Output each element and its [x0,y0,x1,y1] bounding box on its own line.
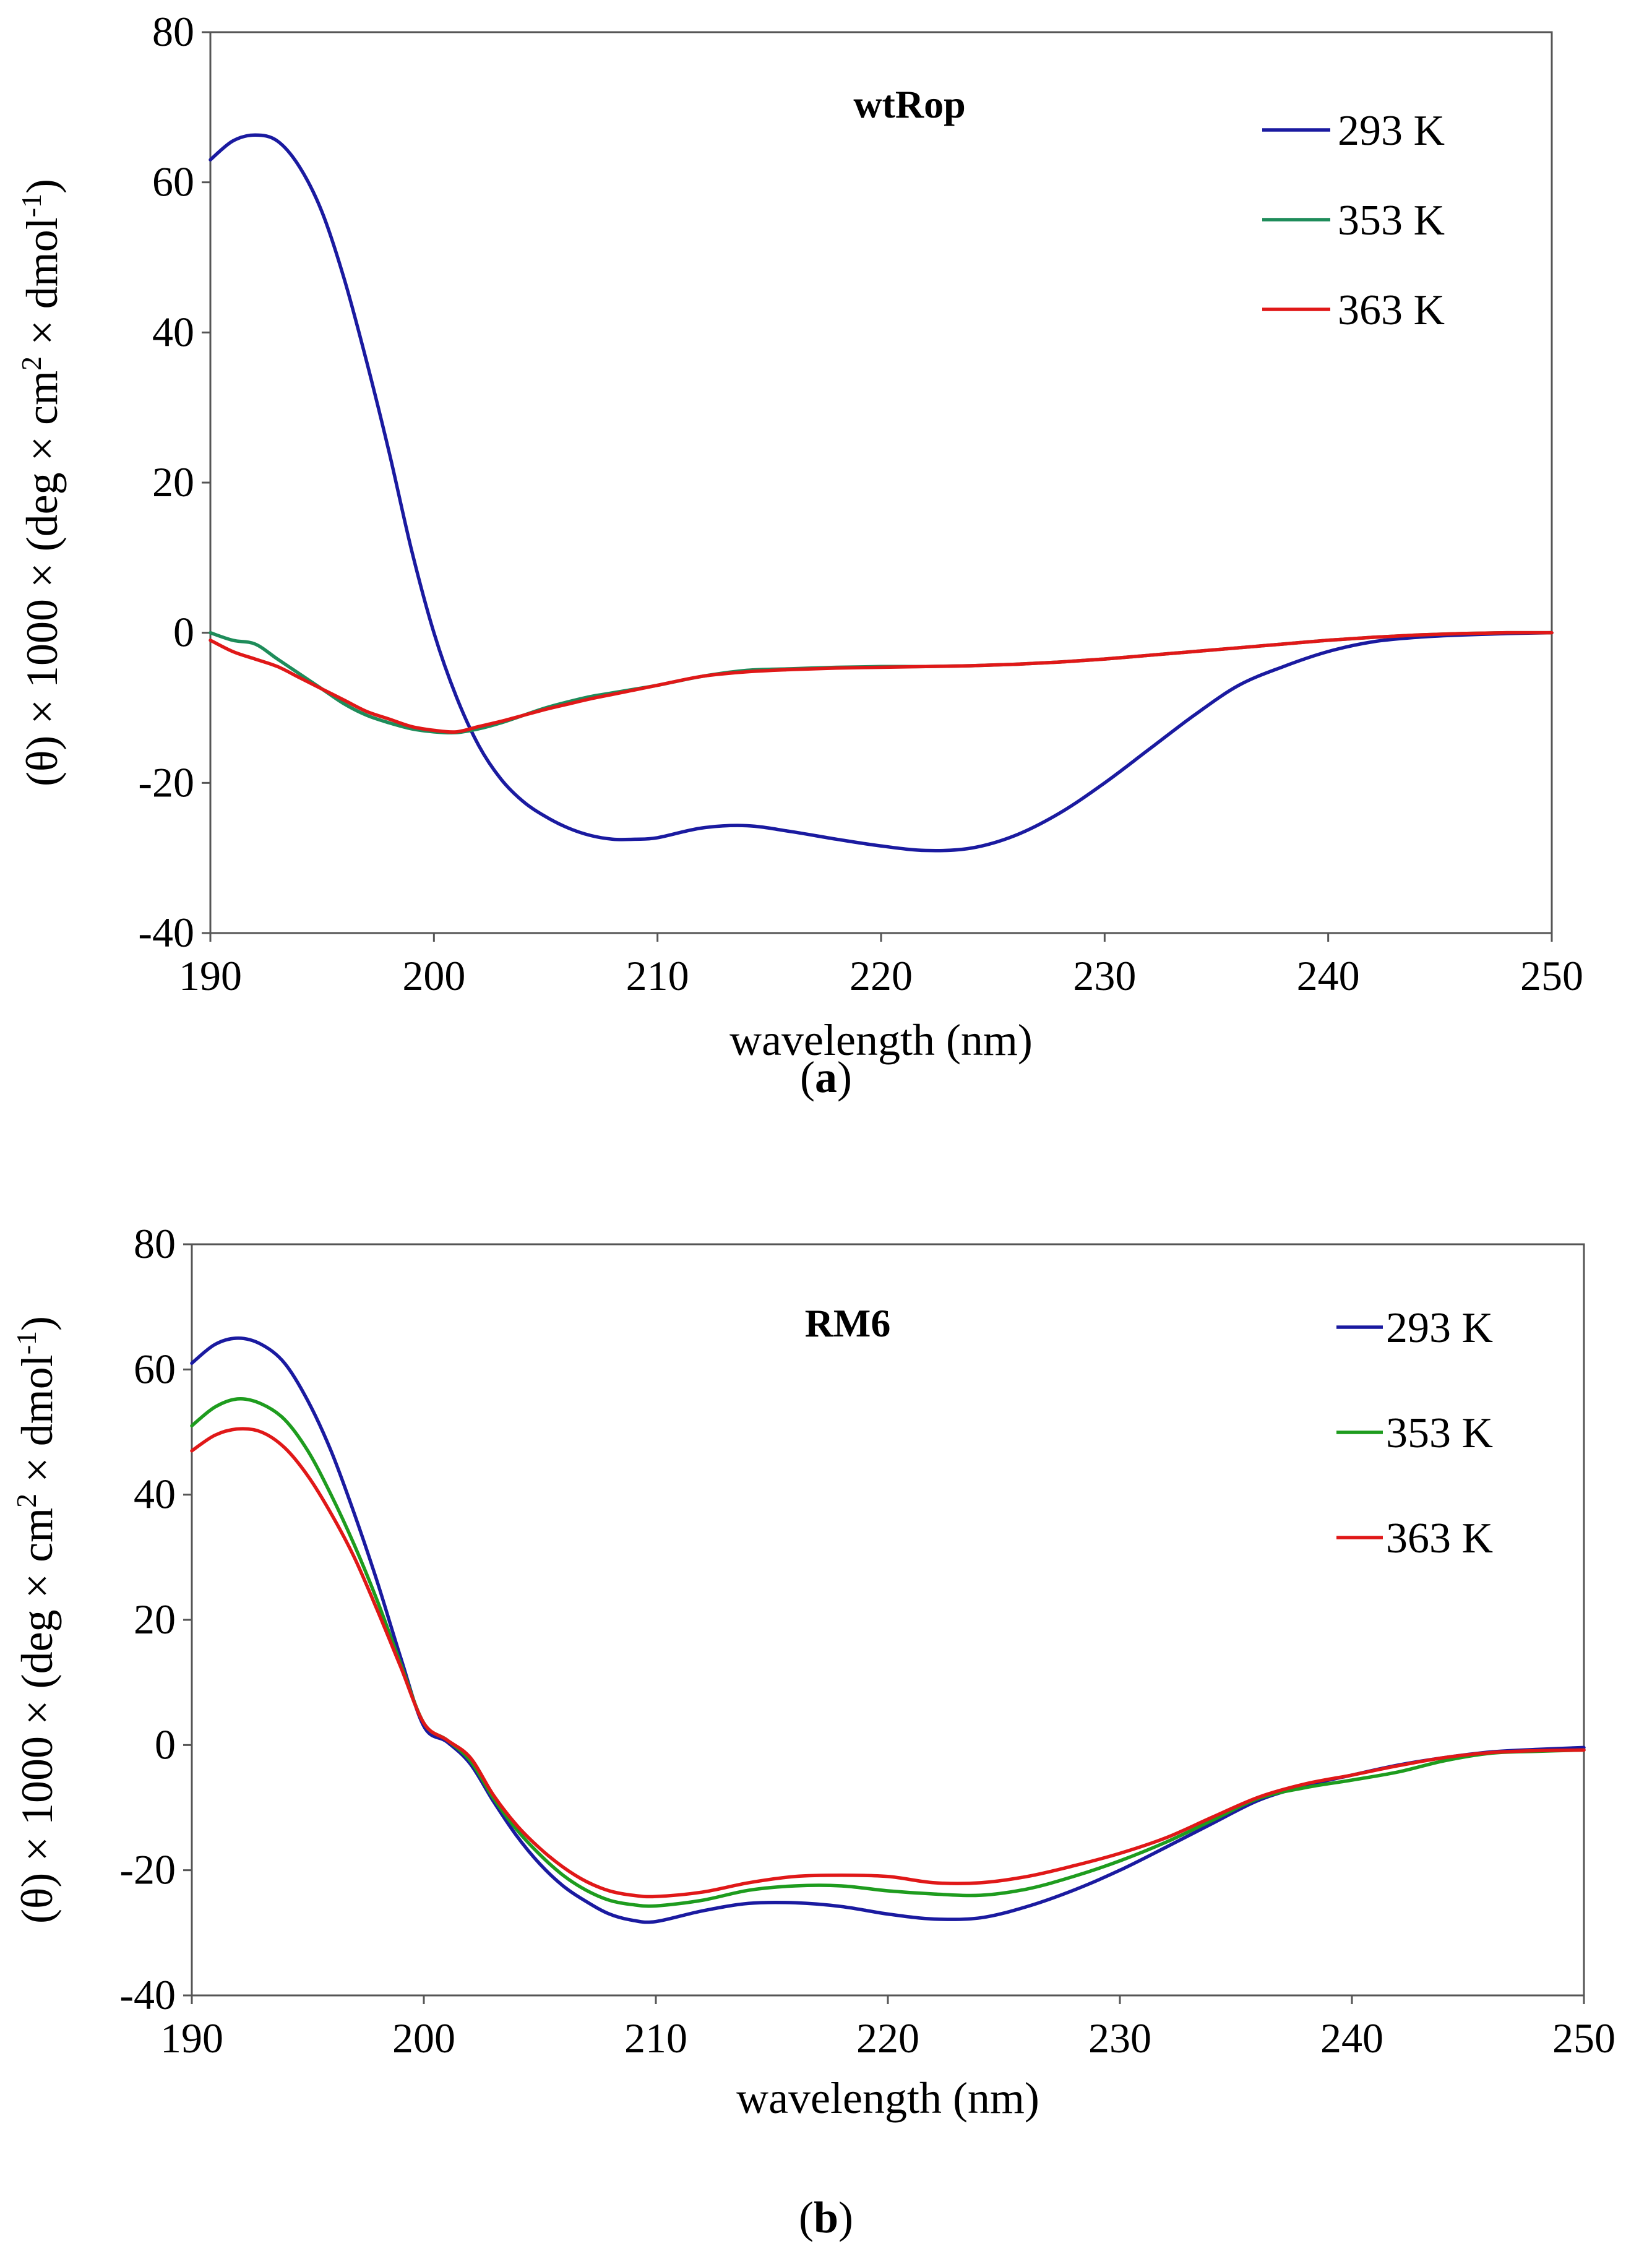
chart-panel-b: -40 -20 0 20 40 60 80 190 200 210 220 230 240 250 293 … [0,1123,1652,2246]
series-line-363-k [209,630,1554,734]
x-tick-label: 250 [1552,2015,1615,2062]
x-axis-title: wavelength (nm) [736,2073,1039,2123]
y-tick-label: -40 [119,1971,176,2018]
legend-label: 353 K [1338,197,1445,244]
chart-title: wtRop [853,82,965,126]
y-axis-title: (θ) × 1000 × (deg × cm2 × dmol-1) [15,179,67,786]
x-tick-label: 210 [624,2015,687,2062]
caption-a: (a) [800,1052,852,1102]
x-tick-label: 190 [160,2015,223,2062]
series-line-293-k [190,1336,1586,1924]
caption-b: (b) [798,2193,853,2242]
y-tick-label: -20 [119,1846,176,1893]
x-tick-label: 230 [1073,952,1136,999]
y-tick-label: 20 [134,1596,176,1643]
x-tick-label: 200 [402,952,465,999]
series-line-353-k [190,1397,1586,1908]
legend-label: 353 K [1386,1409,1493,1457]
plot-area [209,31,1553,934]
caption-a-label: a [815,1052,837,1102]
y-tick-label: 60 [134,1345,176,1392]
y-tick-label: -20 [138,759,194,806]
x-tick-label: 190 [179,952,242,999]
x-tick-label: 250 [1520,952,1583,999]
series-line-293-k [209,133,1554,853]
y-tick-label: 0 [173,609,194,656]
x-tick-label: 220 [856,2015,919,2062]
legend-label: 293 K [1386,1304,1493,1352]
x-tick-label: 210 [626,952,689,999]
y-tick-label: 0 [155,1721,176,1768]
y-tick-label: 80 [134,1220,176,1267]
chart-panel-a: -40 -20 0 20 40 60 80 190 200 210 220 230 240 250 293 … [15,8,1583,1102]
x-tick-label: 200 [392,2015,455,2062]
y-tick-label: 20 [152,458,194,506]
legend-label: 363 K [1338,286,1445,334]
y-tick-label: -40 [138,909,194,956]
y-tick-label: 60 [152,158,194,205]
x-tick-label: 230 [1088,2015,1151,2062]
chart-b: -40 -20 0 20 40 60 80 190 200 210 220 230 240 250 293 … [11,1220,1615,2123]
x-tick-label: 220 [850,952,913,999]
x-axis-title: wavelength (nm) [729,1015,1033,1065]
y-tick-label: 80 [152,8,194,55]
chart-title: RM6 [805,1301,891,1345]
legend-label: 363 K [1386,1515,1493,1562]
chart-a: -40 -20 0 20 40 60 80 190 200 210 220 230 240 250 293 … [15,8,1583,1065]
y-axis-title: (θ) × 1000 × (deg × cm2 × dmol-1) [11,1316,62,1924]
y-tick-label: 40 [134,1471,176,1518]
x-tick-label: 240 [1320,2015,1383,2062]
plot-area [191,1243,1585,1997]
legend-label: 293 K [1338,107,1445,155]
caption-b-label: b [813,2193,839,2242]
series-line-363-k [190,1427,1586,1899]
y-tick-label: 40 [152,308,194,355]
x-tick-label: 240 [1297,952,1360,999]
